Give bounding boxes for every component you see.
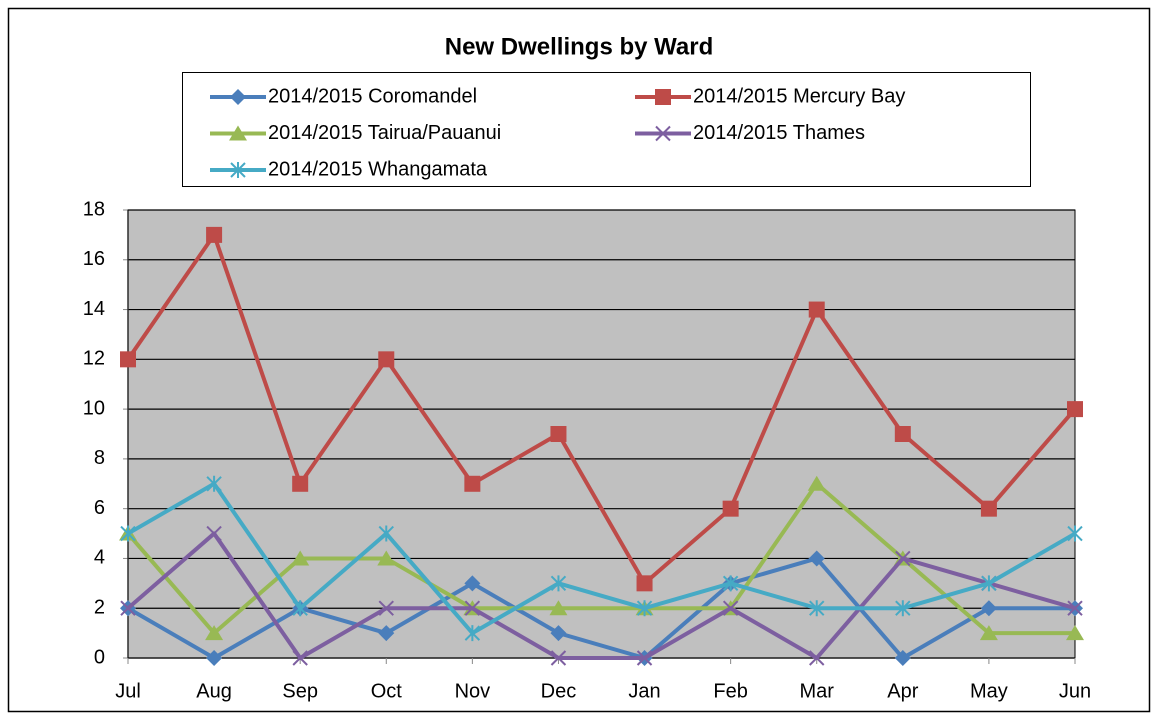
x-tick-label: Jul <box>115 680 141 702</box>
data-point <box>120 525 136 542</box>
legend-label: 2014/2015 Mercury Bay <box>693 85 905 107</box>
data-point <box>1067 401 1083 418</box>
data-point <box>206 226 223 243</box>
data-point <box>464 575 481 592</box>
plot-area <box>128 210 1075 658</box>
data-point <box>378 600 394 616</box>
data-point <box>120 600 136 616</box>
y-tick-label: 16 <box>83 248 105 270</box>
data-point <box>808 550 825 567</box>
chart-title: New Dwellings by Ward <box>445 33 714 60</box>
data-point <box>549 600 568 616</box>
data-point <box>980 500 997 517</box>
x-tick-label: Dec <box>541 680 577 702</box>
data-point <box>550 650 567 666</box>
legend-label: 2014/2015 Thames <box>693 122 865 144</box>
x-tick-label: Feb <box>713 680 747 702</box>
data-point <box>464 625 481 642</box>
series-line <box>126 531 1076 660</box>
data-point <box>1066 625 1084 641</box>
x-tick-label: Apr <box>887 680 918 702</box>
data-point <box>377 550 396 566</box>
data-point <box>292 650 308 666</box>
data-point <box>981 575 997 592</box>
data-point <box>895 550 911 567</box>
y-tick-label: 4 <box>94 547 105 569</box>
data-point <box>722 575 739 592</box>
legend-marker <box>230 162 246 178</box>
data-point <box>808 301 825 318</box>
data-point <box>636 600 653 617</box>
legend-marker <box>655 125 671 142</box>
data-point <box>378 625 395 642</box>
data-point <box>894 426 911 442</box>
x-tick-label: Oct <box>371 680 403 702</box>
legend-marker <box>230 89 246 105</box>
y-tick-label: 8 <box>94 447 105 469</box>
data-point <box>1067 600 1083 616</box>
data-point <box>722 500 739 517</box>
series-line <box>126 481 1075 636</box>
data-point <box>464 475 481 492</box>
series-line <box>126 481 1077 636</box>
data-point <box>550 426 567 442</box>
data-point <box>206 650 223 666</box>
data-point <box>206 475 222 492</box>
data-point <box>292 600 308 617</box>
legend-label: 2014/2015 Tairua/Pauanui <box>268 122 501 144</box>
data-point <box>206 525 222 542</box>
series-line <box>126 556 1075 660</box>
data-point <box>807 475 826 491</box>
data-point <box>464 600 481 616</box>
x-tick-label: Mar <box>800 680 835 702</box>
data-point <box>809 600 825 617</box>
y-tick-label: 12 <box>83 348 105 370</box>
data-point <box>722 600 739 616</box>
data-point <box>378 525 394 542</box>
data-point <box>378 351 395 368</box>
legend-label: 2014/2015 Whangamata <box>268 158 488 180</box>
y-tick-label: 0 <box>94 646 105 668</box>
series-line <box>126 232 1077 586</box>
data-point <box>895 600 911 617</box>
legend-box <box>182 72 1031 187</box>
data-point <box>980 600 997 617</box>
data-point <box>809 650 825 666</box>
y-tick-label: 14 <box>83 298 105 320</box>
legend-label: 2014/2015 Coromandel <box>268 85 477 107</box>
data-point <box>979 625 998 641</box>
y-tick-label: 2 <box>94 597 105 619</box>
x-tick-label: Jun <box>1059 680 1091 702</box>
x-tick-label: May <box>970 680 1008 702</box>
data-point <box>205 625 224 641</box>
data-point <box>894 650 911 666</box>
y-tick-label: 6 <box>94 497 105 519</box>
legend-marker <box>229 125 247 141</box>
data-point <box>636 650 653 666</box>
data-point <box>550 625 567 642</box>
data-point <box>550 575 567 592</box>
data-point <box>120 351 136 368</box>
x-tick-label: Aug <box>196 680 232 702</box>
legend-marker <box>655 89 671 105</box>
y-tick-label: 10 <box>83 397 105 419</box>
x-tick-label: Nov <box>455 680 491 702</box>
data-point <box>636 575 653 592</box>
data-point <box>292 475 309 492</box>
x-tick-label: Jan <box>628 680 660 702</box>
data-point <box>291 550 310 566</box>
x-tick-label: Sep <box>282 680 318 702</box>
y-tick-label: 18 <box>83 198 105 220</box>
data-point <box>1067 525 1083 542</box>
